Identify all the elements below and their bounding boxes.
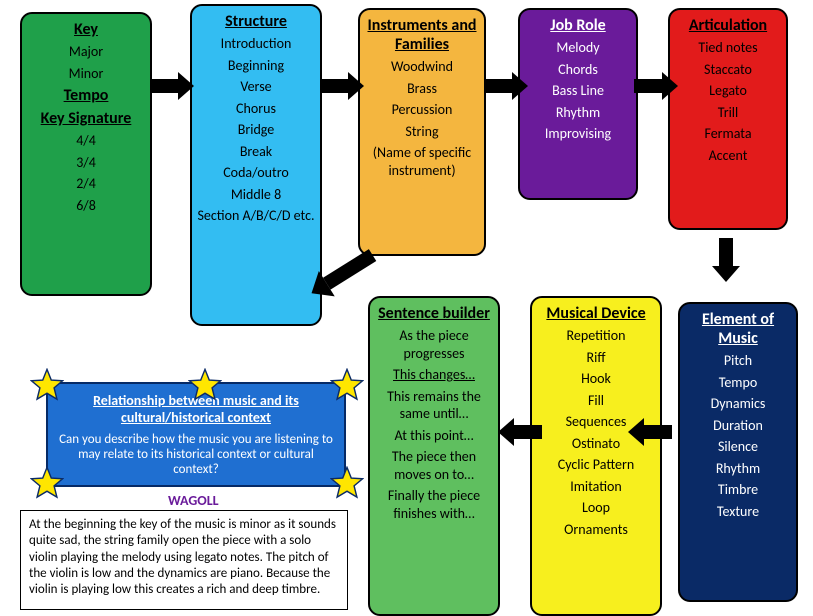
star-icon: [30, 466, 64, 500]
list-item: Rhythm: [684, 460, 792, 478]
list-item: Tied notes: [674, 39, 782, 57]
arrow-articulation-to-element: [712, 238, 740, 282]
box-instruments: Instruments and Families Woodwind Brass Pe…: [358, 8, 486, 256]
jobrole-items: Melody Chords Bass Line Rhythm Improvising: [524, 39, 632, 143]
list-item: As the piece progresses: [374, 327, 494, 362]
list-item: Bass Line: [524, 82, 632, 100]
list-item: Woodwind: [364, 58, 480, 76]
arrow-instruments-to-jobrole: [484, 72, 528, 100]
sentence-items: As the piece progresses This changes… This…: [374, 327, 494, 522]
box-element: Element of Music Pitch Tempo Dynamics Durat…: [678, 302, 798, 602]
list-item: This remains the same until…: [374, 388, 494, 423]
list-item: Verse: [196, 78, 316, 96]
list-item: Minor: [26, 65, 146, 83]
list-item: Chorus: [196, 100, 316, 118]
structure-title: Structure: [196, 12, 316, 31]
list-item: Legato: [674, 82, 782, 100]
list-item: Repetition: [536, 327, 656, 345]
list-item: At this point…: [374, 427, 494, 445]
list-item: Melody: [524, 39, 632, 57]
list-item: 6/8: [26, 197, 146, 215]
list-item: Duration: [684, 417, 792, 435]
star-icon: [330, 466, 364, 500]
wagoll-box: At the beginning the key of the music is…: [20, 510, 348, 610]
context-body: Can you describe how the music you are l…: [58, 432, 334, 477]
star-icon: [188, 368, 222, 402]
list-item: (Name of specific instrument): [364, 144, 480, 179]
element-title: Element of Music: [684, 310, 792, 348]
list-item: Finally the piece finishes with…: [374, 487, 494, 522]
list-item: Hook: [536, 370, 656, 388]
box-sentence: Sentence builder As the piece progresses…: [368, 296, 500, 616]
list-item: Section A/B/C/D etc.: [196, 207, 316, 225]
wagoll-body: At the beginning the key of the music is…: [29, 517, 336, 597]
list-item: Bridge: [196, 121, 316, 139]
list-item: Fill: [536, 392, 656, 410]
tempo-title: Tempo: [26, 86, 146, 105]
list-item: Pitch: [684, 352, 792, 370]
list-item: 3/4: [26, 154, 146, 172]
list-item: Cyclic Pattern: [536, 456, 656, 474]
list-item: Texture: [684, 503, 792, 521]
box-key: Key Major Minor Tempo Key Signature 4/4 3/…: [20, 12, 152, 296]
list-item: Tempo: [684, 374, 792, 392]
arrow-structure-to-instruments: [320, 72, 364, 100]
list-item: 2/4: [26, 175, 146, 193]
list-item: String: [364, 123, 480, 141]
list-item: Accent: [674, 147, 782, 165]
list-item: Silence: [684, 438, 792, 456]
list-item: Middle 8: [196, 186, 316, 204]
list-item: Trill: [674, 104, 782, 122]
key-items: Major Minor: [26, 43, 146, 82]
list-item: Break: [196, 143, 316, 161]
star-icon: [30, 368, 64, 402]
list-item: 4/4: [26, 132, 146, 150]
articulation-title: Articulation: [674, 16, 782, 35]
articulation-items: Tied notes Staccato Legato Trill Fermata Acce…: [674, 39, 782, 164]
list-item: Fermata: [674, 125, 782, 143]
list-item: Riff: [536, 349, 656, 367]
list-item: Dynamics: [684, 395, 792, 413]
device-title: Musical Device: [536, 304, 656, 323]
list-item: Beginning: [196, 57, 316, 75]
box-device: Musical Device RepetitionRiffHookFillSeq…: [530, 296, 662, 616]
keysig-items: 4/4 3/4 2/4 6/8: [26, 132, 146, 214]
list-item: Ornaments: [536, 521, 656, 539]
list-item: Rhythm: [524, 104, 632, 122]
list-item: This changes…: [374, 366, 494, 384]
keysig-title: Key Signature: [26, 109, 146, 128]
list-item: The piece then moves on to…: [374, 448, 494, 483]
list-item: Coda/outro: [196, 164, 316, 182]
box-jobrole: Job Role Melody Chords Bass Line Rhythm Impr…: [518, 8, 638, 200]
arrow-key-to-structure: [150, 72, 194, 100]
sentence-title: Sentence builder: [374, 304, 494, 323]
arrow-element-to-device: [628, 418, 672, 446]
structure-items: Introduction Beginning Verse Chorus Bridge Br…: [196, 35, 316, 225]
element-items: Pitch Tempo Dynamics Duration Silence Rhythm T…: [684, 352, 792, 520]
list-item: Staccato: [674, 61, 782, 79]
key-title: Key: [26, 20, 146, 39]
list-item: Timbre: [684, 481, 792, 499]
list-item: Improvising: [524, 125, 632, 143]
instruments-title: Instruments and Families: [364, 16, 480, 54]
list-item: Brass: [364, 80, 480, 98]
list-item: Imitation: [536, 478, 656, 496]
list-item: Introduction: [196, 35, 316, 53]
jobrole-title: Job Role: [524, 16, 632, 35]
list-item: Chords: [524, 61, 632, 79]
list-item: Loop: [536, 499, 656, 517]
list-item: Percussion: [364, 101, 480, 119]
list-item: Major: [26, 43, 146, 61]
arrow-device-to-sentence: [498, 418, 542, 446]
star-icon: [330, 368, 364, 402]
box-articulation: Articulation Tied notes Staccato Legato Tri…: [668, 8, 788, 230]
instruments-items: Woodwind Brass Percussion String (Name of sp…: [364, 58, 480, 179]
wagoll-title: WAGOLL: [168, 492, 219, 509]
arrow-jobrole-to-articulation: [634, 72, 678, 100]
